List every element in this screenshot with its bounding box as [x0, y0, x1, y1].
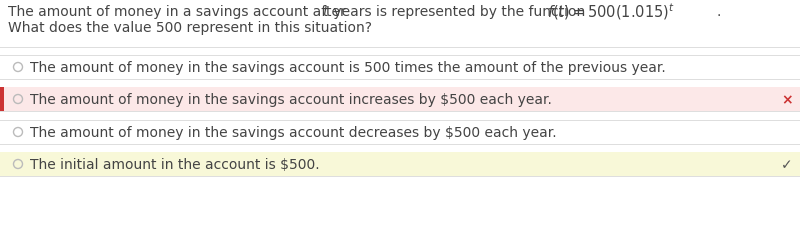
Bar [0, 88, 4, 112]
Text: .: . [717, 5, 722, 19]
Text: $f(t) = 500(1.015)^{t}$: $f(t) = 500(1.015)^{t}$ [547, 1, 675, 21]
Text: years is represented by the function: years is represented by the function [329, 5, 590, 19]
Text: t: t [322, 5, 327, 19]
Text: ✓: ✓ [782, 157, 793, 171]
Text: The amount of money in a savings account after: The amount of money in a savings account… [8, 5, 350, 19]
Text: The initial amount in the account is $500.: The initial amount in the account is $50… [30, 157, 320, 171]
Text: The amount of money in the savings account decreases by $500 each year.: The amount of money in the savings accou… [30, 125, 557, 139]
Text: The amount of money in the savings account increases by $500 each year.: The amount of money in the savings accou… [30, 93, 552, 106]
Bar [0, 88, 800, 112]
Bar [0, 152, 800, 176]
Text: What does the value 500 represent in this situation?: What does the value 500 represent in thi… [8, 21, 372, 35]
Text: The amount of money in the savings account is 500 times the amount of the previo: The amount of money in the savings accou… [30, 61, 666, 75]
Text: ×: × [782, 93, 793, 106]
